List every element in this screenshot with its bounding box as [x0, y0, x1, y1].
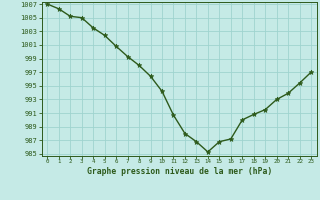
- X-axis label: Graphe pression niveau de la mer (hPa): Graphe pression niveau de la mer (hPa): [87, 167, 272, 176]
